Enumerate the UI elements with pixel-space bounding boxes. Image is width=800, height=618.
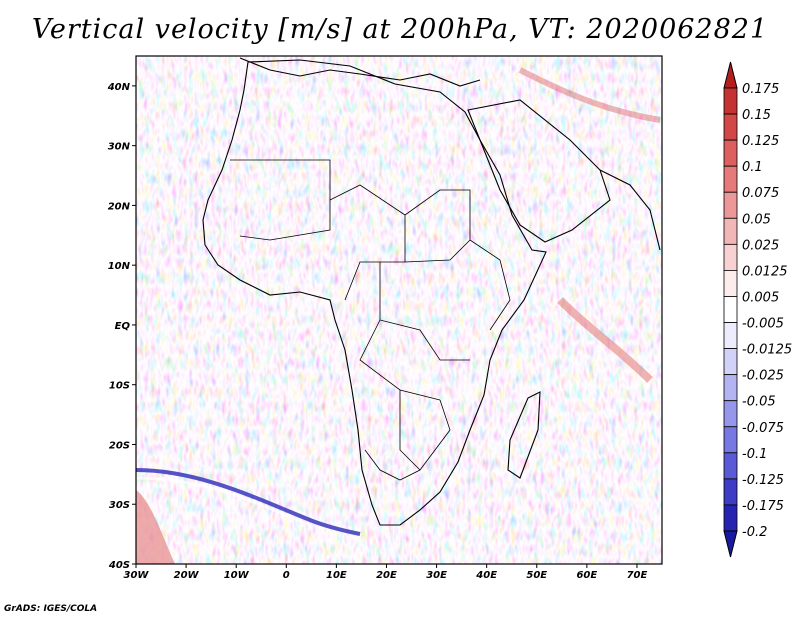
colorbar-segment [723,452,738,480]
colorbar-segment [723,504,738,532]
colorbar-label: -0.125 [742,473,784,488]
colorbar-label: -0.175 [742,499,784,514]
colorbar-label: -0.075 [742,421,784,436]
colorbar-segment [723,243,738,271]
colorbar-segment [723,165,738,193]
colorbar-segment [723,191,738,219]
lon-tick-label: 40E [475,570,497,581]
arabian-peninsula [467,99,611,243]
plot-frame [135,55,663,565]
colorbar-label: -0.1 [742,447,767,462]
lat-tick-label: EQ [115,321,131,332]
velocity-field [136,56,662,564]
lat-tick-label: 20S [109,440,130,451]
colorbar-label: 0.05 [742,212,771,227]
colorbar-label: 0.1 [742,160,763,175]
lon-tick-label: 70E [627,570,648,581]
asia-coast [599,169,661,251]
lon-tick-label: 10W [224,570,250,581]
chart-title: Vertical velocity [m/s] at 200hPa, VT: 2… [31,14,769,45]
colorbar-segment [723,217,738,245]
lat-tick-label: 40S [108,560,130,571]
lon-tick-label: 50E [526,570,547,581]
colorbar-label: -0.005 [742,317,784,332]
lat-tick-label: 40N [107,82,131,93]
colorbar-segment [723,426,738,454]
credit-text: GrADS: IGES/COLA [4,604,98,614]
lon-tick-label: 10E [326,570,347,581]
lat-axis: 40N 30N 20N 10N EQ 10S 20S 30S 40S [107,82,136,571]
lat-tick-label: 20N [108,201,131,212]
colorbar-label: 0.0125 [742,264,788,279]
madagascar [507,391,541,479]
colorbar-segment [723,87,738,115]
colorbar-label: -0.05 [742,395,776,410]
lon-tick-label: 20E [376,570,397,581]
lon-axis: 30W 20W 10W 0 10E 20E 30E 40E 50E 60E 70E [124,564,648,581]
lon-tick-label: 60E [576,570,597,581]
colorbar-label: 0.075 [742,186,779,201]
colorbar-segment [723,348,738,376]
colorbar-label: 0.125 [742,134,779,149]
colorbar-segment [723,374,738,402]
lat-tick-label: 10N [108,261,131,272]
colorbar-segment [723,139,738,167]
lat-tick-label: 30S [109,500,130,511]
colorbar-label: -0.2 [742,525,767,540]
colorbar-segment [723,400,738,428]
europe-coast [239,57,481,87]
coastline-borders [202,57,661,526]
colorbar-label: 0.005 [742,290,779,305]
africa-coastline [202,59,547,526]
lon-tick-label: 20W [174,570,200,581]
colorbar-label: 0.15 [742,108,771,123]
lon-tick-label: 30E [426,570,447,581]
lon-tick-label: 30W [124,570,150,581]
colorbar-label: -0.0125 [742,343,792,358]
colorbar-label: -0.025 [742,369,784,384]
colorbar-segment [723,270,738,297]
colorbar-label: 0.025 [742,238,779,253]
triangle-down-icon [723,530,738,558]
colorbar-segment [723,322,738,349]
colorbar-segment [723,296,738,323]
colorbar: 0.175 0.15 0.125 0.1 0.075 0.05 0.025 0.0125 0.0… [723,61,792,558]
colorbar-segment [723,478,738,506]
triangle-up-icon [723,61,738,89]
lon-tick-label: 0 [283,570,290,581]
lat-tick-label: 10S [109,381,130,392]
colorbar-label: 0.175 [742,82,779,97]
colorbar-segment [723,113,738,141]
lat-tick-label: 30N [108,142,131,153]
internal-borders [230,159,511,481]
